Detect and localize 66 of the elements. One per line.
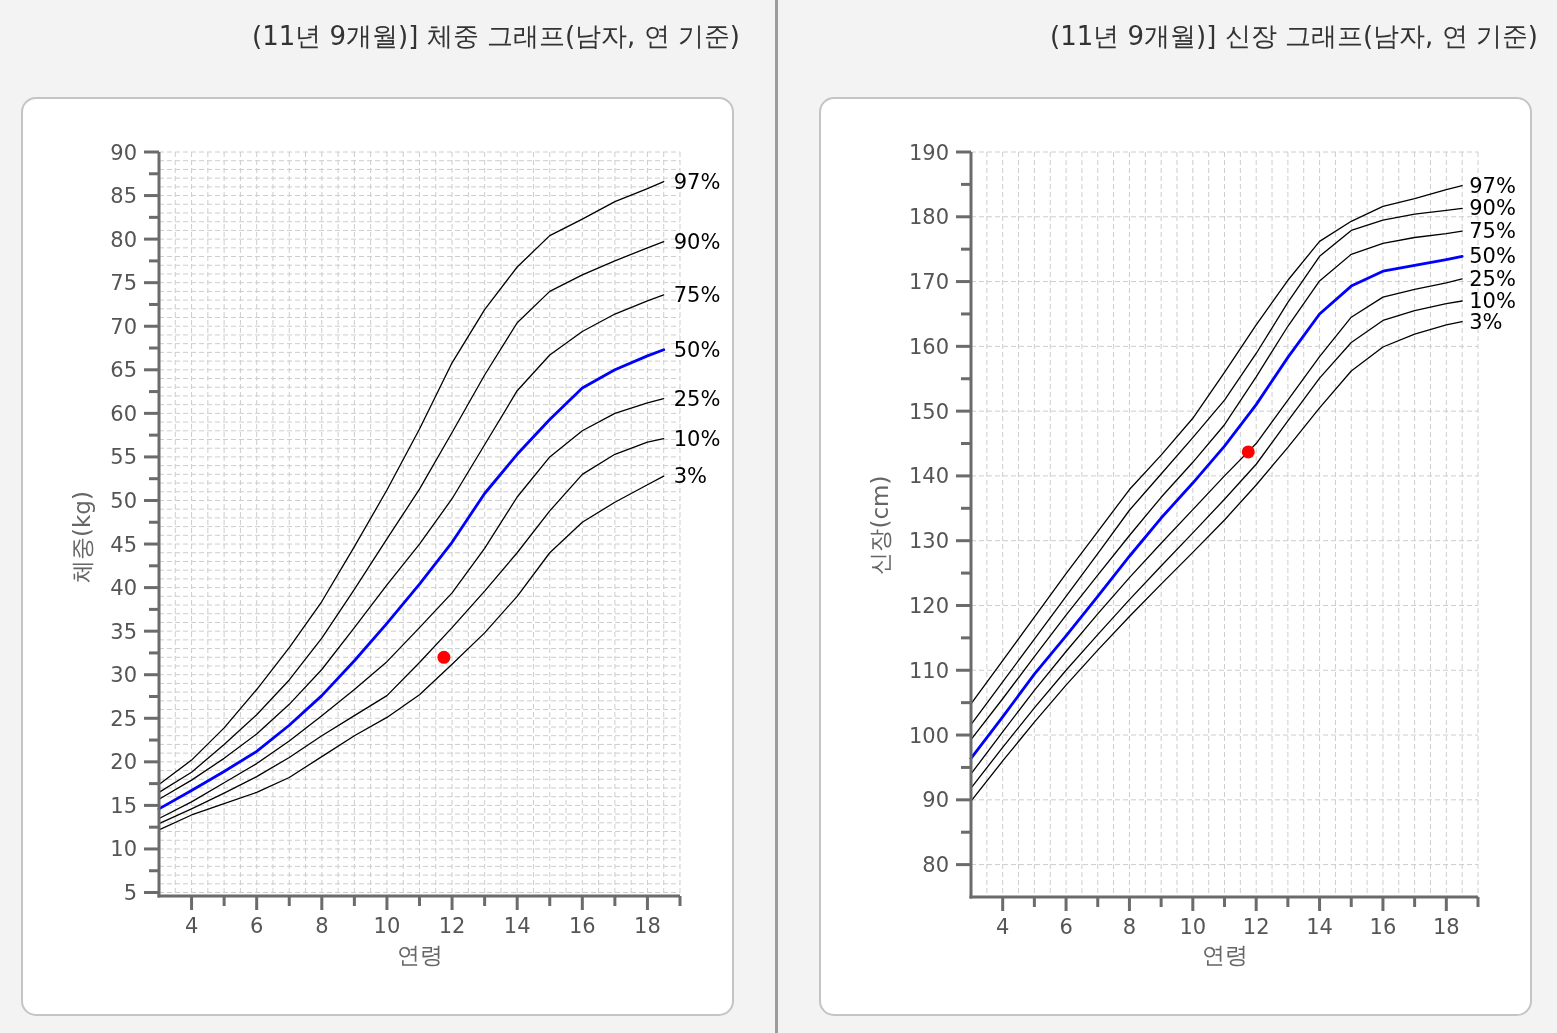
x-tick-label: 16	[1369, 915, 1397, 939]
y-tick-label: 80	[110, 227, 137, 252]
x-tick-label: 14	[503, 914, 531, 938]
ylabel: 체중(kg)	[69, 491, 95, 583]
y-tick-label: 130	[908, 529, 949, 554]
y-tick-label: 70	[110, 314, 137, 339]
x-tick-label: 8	[1122, 915, 1137, 939]
y-tick-label: 25	[110, 706, 137, 731]
y-tick-label: 90	[110, 140, 137, 165]
y-tick-label: 110	[908, 658, 949, 683]
xlabel: 연령	[396, 942, 443, 968]
x-tick-label: 12	[1242, 915, 1270, 939]
series-label: 50%	[673, 337, 721, 362]
y-tick-label: 160	[908, 334, 949, 359]
y-tick-label: 170	[908, 270, 949, 295]
y-tick-label: 5	[123, 881, 137, 905]
y-tick-label: 150	[908, 399, 949, 424]
series-label: 90%	[1469, 196, 1516, 221]
y-tick-label: 120	[908, 594, 949, 618]
series-label: 90%	[673, 229, 721, 254]
xlabel: 연령	[1201, 942, 1248, 968]
y-tick-label: 100	[908, 723, 949, 748]
x-tick-label: 10	[1179, 915, 1207, 939]
series-label: 75%	[673, 282, 721, 307]
x-tick-label: 6	[1059, 915, 1073, 939]
x-tick-label: 6	[250, 914, 264, 938]
y-tick-label: 30	[110, 663, 137, 688]
title: (11년 9개월)] 신장 그래프(남자, 연 기준)	[1050, 21, 1538, 51]
y-tick-label: 20	[110, 750, 137, 775]
y-tick-label: 85	[110, 184, 137, 209]
series-label: 75%	[1469, 219, 1516, 244]
y-tick-label: 65	[110, 358, 137, 383]
y-tick-label: 180	[908, 205, 949, 230]
x-tick-label: 16	[568, 914, 596, 938]
y-tick-label: 90	[922, 788, 949, 813]
ylabel: 신장(cm)	[867, 475, 893, 575]
x-tick-label: 8	[315, 914, 329, 938]
series-label: 50%	[1469, 244, 1516, 269]
x-tick-label: 10	[373, 914, 401, 938]
y-tick-label: 60	[110, 401, 137, 426]
x-tick-label: 4	[184, 914, 199, 938]
y-tick-label: 80	[922, 853, 949, 878]
y-tick-label: 75	[110, 271, 137, 296]
y-tick-label: 140	[908, 464, 949, 489]
x-tick-label: 4	[996, 915, 1010, 939]
series-label: 10%	[673, 426, 721, 451]
title: (11년 9개월)] 체중 그래프(남자, 연 기준)	[252, 21, 740, 51]
x-tick-label: 18	[634, 914, 661, 938]
y-tick-label: 15	[110, 793, 137, 818]
series-label: 97%	[1469, 173, 1516, 198]
series-label: 3%	[1469, 310, 1503, 334]
y-tick-label: 50	[110, 489, 137, 513]
series-label: 3%	[673, 464, 708, 489]
y-tick-label: 40	[110, 576, 137, 601]
y-tick-label: 45	[110, 532, 137, 557]
x-tick-label: 14	[1306, 915, 1333, 939]
series-label: 25%	[673, 386, 721, 411]
y-tick-label: 190	[908, 140, 949, 165]
x-tick-label: 12	[438, 914, 466, 938]
series-label: 25%	[1469, 266, 1516, 291]
y-tick-label: 55	[110, 445, 137, 470]
series-label: 97%	[673, 169, 721, 194]
y-tick-label: 35	[110, 619, 137, 644]
y-tick-label: 10	[110, 837, 137, 862]
x-tick-label: 18	[1432, 915, 1460, 939]
series-label: 10%	[1469, 289, 1516, 313]
